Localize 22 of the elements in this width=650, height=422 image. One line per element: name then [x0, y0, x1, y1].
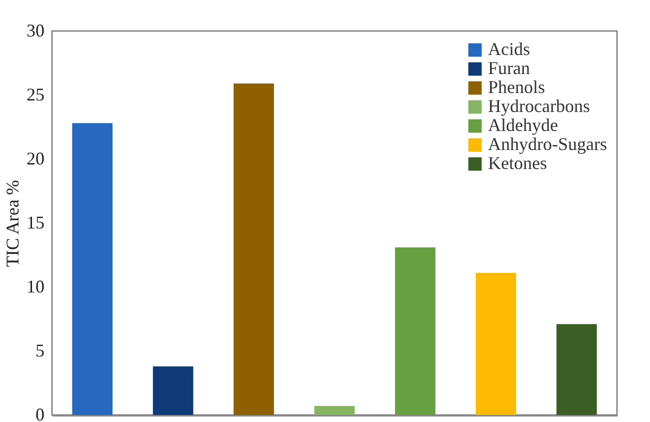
bar	[476, 272, 516, 415]
bar	[152, 366, 194, 415]
bar	[556, 324, 597, 415]
legend-label: Acids	[488, 39, 530, 59]
legend-label: Ketones	[488, 153, 547, 173]
legend-label: Furan	[488, 58, 530, 78]
bar	[72, 123, 113, 415]
bar	[395, 247, 436, 415]
legend-label: Phenols	[488, 77, 546, 97]
y-tick-label: 5	[36, 340, 44, 360]
y-axis-title: TIC Area %	[2, 180, 22, 267]
legend-label: Anhydro-Sugars	[488, 134, 607, 154]
y-tick-label: 25	[26, 84, 44, 104]
y-tick-label: 20	[26, 148, 44, 168]
legend-label: Hydrocarbons	[488, 96, 590, 116]
bar	[234, 83, 274, 415]
y-tick-label: 15	[26, 212, 44, 232]
y-tick-label: 0	[36, 404, 44, 422]
y-tick-label: 10	[26, 276, 44, 296]
y-tick-label: 30	[26, 20, 44, 40]
legend-label: Aldehyde	[488, 115, 558, 135]
bar	[314, 406, 355, 415]
